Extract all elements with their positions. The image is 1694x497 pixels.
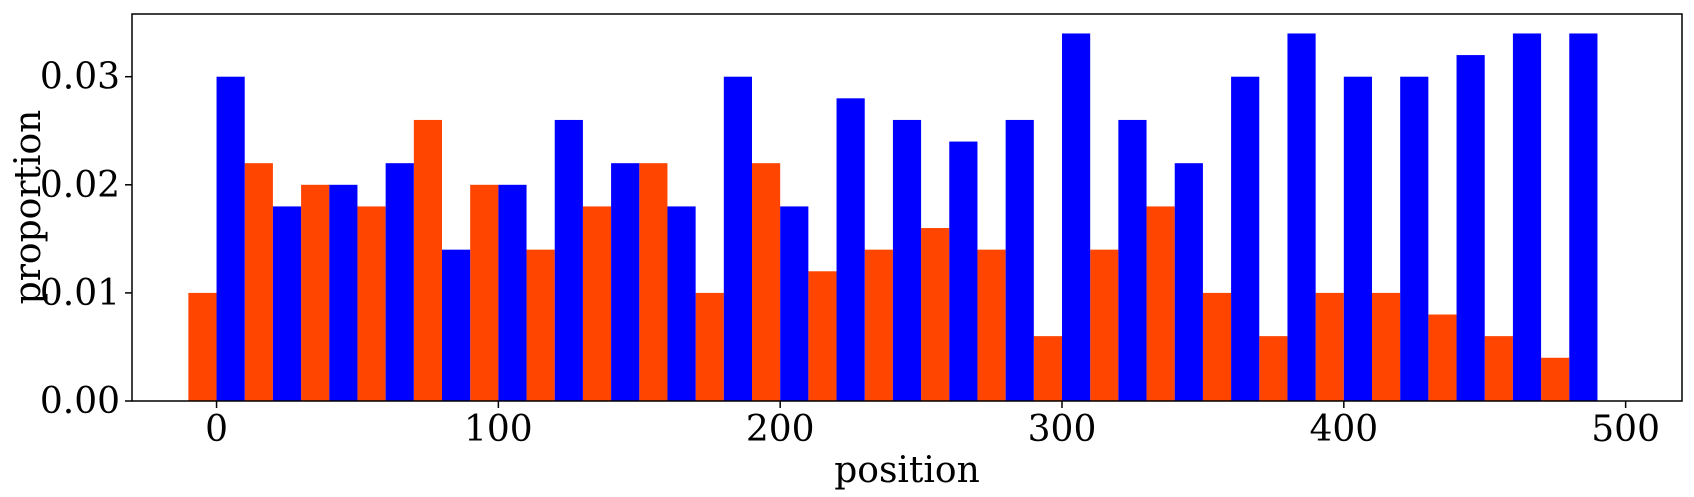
bar-series1-23: [1484, 336, 1513, 401]
bar-series2-18: [1231, 76, 1260, 401]
bar-series1-19: [1259, 336, 1288, 401]
bar-series1-15: [1033, 336, 1062, 401]
y-tick-label: 0.03: [40, 57, 120, 98]
bar-series2-0: [216, 76, 245, 401]
bar-series1-0: [188, 292, 217, 401]
bar-series1-1: [244, 163, 273, 401]
x-tick-label: 300: [1028, 409, 1097, 450]
bar-series2-5: [498, 184, 527, 401]
bar-series2-17: [1174, 163, 1203, 401]
bar-series1-4: [413, 119, 442, 402]
bar-series1-20: [1315, 292, 1344, 401]
bar-series1-3: [357, 206, 386, 401]
bar-series1-22: [1428, 314, 1457, 401]
bar-series2-11: [836, 98, 865, 402]
bar-series2-13: [949, 141, 978, 401]
bar-series2-2: [329, 184, 358, 401]
x-tick-label: 200: [746, 409, 815, 450]
bar-series1-8: [639, 163, 668, 401]
bar-series1-18: [1202, 292, 1232, 401]
bar-series2-3: [385, 163, 414, 401]
bar-series1-9: [695, 292, 724, 401]
plot-frame: [131, 13, 1683, 402]
y-tick-label: 0.01: [40, 273, 120, 314]
y-tick-label: 0.00: [40, 381, 120, 422]
bar-series2-14: [1005, 119, 1034, 402]
bar-series1-16: [1090, 249, 1119, 401]
x-axis-ticks: 0 100 200 300 400 500: [205, 401, 1660, 450]
x-axis-label: position: [834, 450, 980, 491]
bar-series1-24: [1541, 357, 1570, 401]
bar-series2-8: [667, 206, 696, 401]
bar-series1-17: [1146, 206, 1175, 401]
bars-layer: [188, 33, 1598, 402]
bar-series2-21: [1400, 76, 1429, 401]
bar-series1-2: [301, 184, 330, 401]
bar-series1-6: [526, 249, 555, 401]
bar-series2-23: [1512, 33, 1542, 401]
bar-series2-6: [554, 119, 583, 402]
bar-series2-1: [272, 206, 302, 401]
y-tick-label: 0.02: [40, 165, 120, 206]
bar-series1-12: [864, 249, 893, 401]
bar-series2-16: [1118, 119, 1147, 402]
bar-series1-14: [977, 249, 1006, 401]
bar-series2-4: [442, 249, 471, 401]
x-tick-label: 500: [1591, 409, 1660, 450]
bar-series1-13: [921, 228, 950, 401]
bar-series2-19: [1287, 33, 1316, 401]
y-axis-label: proportion: [8, 110, 49, 305]
bar-series2-10: [780, 206, 809, 401]
bar-series1-5: [470, 184, 499, 401]
bar-series2-20: [1343, 76, 1372, 401]
bar-series1-11: [808, 271, 837, 401]
x-tick-label: 400: [1309, 409, 1378, 450]
bar-series2-9: [723, 76, 752, 401]
y-axis-ticks: 0.00 0.01 0.02 0.03: [40, 57, 132, 422]
x-tick-label: 0: [205, 409, 228, 450]
bar-series2-7: [611, 163, 640, 401]
bar-series1-7: [582, 206, 612, 401]
bar-series1-10: [752, 163, 781, 401]
x-tick-label: 100: [464, 409, 533, 450]
bar-series2-22: [1456, 55, 1485, 401]
bar-series1-21: [1372, 292, 1401, 401]
bar-series2-24: [1569, 33, 1598, 401]
bar-series2-15: [1062, 33, 1091, 401]
bar-series2-12: [892, 119, 922, 402]
